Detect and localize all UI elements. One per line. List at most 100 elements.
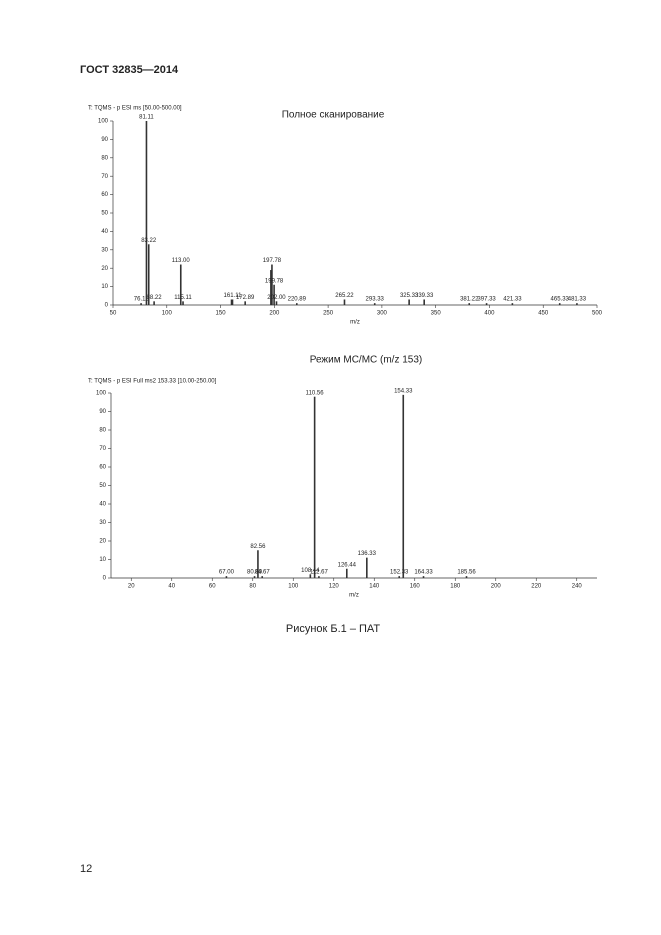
peak-label: 108.44 [301,568,320,574]
peak [231,299,234,305]
peak [511,303,514,305]
chart-header: T: TQMS - p ESI ms [50.00-500.00] [88,106,182,112]
doc-header: ГОСТ 32835—2014 [80,64,179,76]
y-tick-label: 40 [99,502,106,508]
peak [423,299,425,305]
chart-title: Полное сканирование [282,110,385,121]
x-tick-label: 220 [531,584,542,590]
peak [576,303,578,305]
y-tick-label: 30 [99,520,106,526]
x-tick-label: 140 [369,584,380,590]
peak-label: 220.89 [288,297,307,303]
chart-title: Режим МС/МС (m/z 153) [310,355,423,366]
peak [225,576,228,578]
peak [257,550,259,578]
y-tick-label: 10 [101,284,108,290]
y-tick-label: 90 [101,137,108,143]
y-tick-label: 70 [101,174,108,180]
y-tick-label: 60 [99,465,106,471]
peak [465,576,468,578]
peak-label: 397.33 [477,297,496,303]
peak-label: 339.33 [415,293,434,299]
x-tick-label: 450 [538,311,549,317]
y-tick-label: 50 [99,483,106,489]
x-axis-label: m/z [349,593,359,599]
y-tick-label: 20 [99,539,106,545]
peak-label: 161.11 [224,293,243,299]
peak-label: 152.33 [390,570,409,576]
x-tick-label: 200 [491,584,502,590]
figure-caption: Рисунок Б.1 – ПАТ [286,623,381,635]
peak [179,264,182,305]
peak [275,301,278,305]
peak-label: 80.89 [247,570,263,576]
peak-label: 84.67 [255,570,271,576]
y-tick-label: 30 [101,247,108,253]
peak-label: 185.56 [457,570,476,576]
y-tick-label: 100 [98,119,109,125]
y-tick-label: 100 [96,391,107,397]
peak [270,270,272,305]
peak-label: 113.00 [172,258,191,264]
x-tick-label: 150 [216,311,227,317]
x-tick-label: 60 [209,584,216,590]
peak-label: 126.44 [338,562,357,568]
peak-label: 112.67 [310,570,329,576]
x-tick-label: 20 [128,584,135,590]
peak [422,576,425,578]
peak [343,299,346,305]
peak [558,303,561,305]
chart-header: T: TQMS - p ESI Full ms2 153.33 [10.00-2… [88,379,217,385]
x-tick-label: 500 [592,311,603,317]
y-tick-label: 10 [99,557,106,563]
peak-label: 88.22 [147,295,163,301]
peak-label: 154.33 [394,388,413,394]
x-tick-label: 350 [431,311,442,317]
peak [296,303,298,305]
y-tick-label: 80 [99,428,106,434]
x-tick-label: 160 [410,584,421,590]
peak [261,576,264,578]
peak-label: 421.33 [503,297,522,303]
x-tick-label: 400 [484,311,495,317]
y-tick-label: 0 [105,303,109,309]
peak [140,303,142,305]
peak-label: 110.56 [306,390,325,396]
peak [153,301,155,305]
x-tick-label: 180 [450,584,461,590]
peak [318,576,320,578]
peak-label: 81.11 [139,115,154,121]
peak [244,301,246,305]
peak [366,557,368,578]
peak-label: 265.22 [335,293,354,299]
y-tick-label: 20 [101,266,108,272]
peak [408,299,410,305]
peak [313,396,316,578]
y-tick-label: 40 [101,229,108,235]
x-tick-label: 200 [269,311,280,317]
x-tick-label: 50 [110,311,117,317]
peak-label: 381.22 [460,297,479,303]
x-tick-label: 250 [323,311,334,317]
peak-label: 82.56 [250,544,266,550]
peak [468,303,471,305]
peak [309,574,312,578]
peak [485,303,488,305]
peak [145,121,148,305]
peak-label: 67.00 [219,570,235,576]
peak-label: 83.22 [141,238,157,244]
peak [273,284,275,305]
peak [373,303,376,305]
y-tick-label: 80 [101,155,108,161]
x-tick-label: 240 [572,584,583,590]
peak-label: 465.33 [551,297,570,303]
peak-label: 76.11 [134,297,149,303]
page-number: 12 [80,863,92,875]
peak [230,299,233,305]
y-tick-label: 0 [103,576,107,582]
x-tick-label: 100 [288,584,299,590]
x-axis-label: m/z [350,320,360,326]
y-tick-label: 70 [99,446,106,452]
x-tick-label: 40 [168,584,175,590]
